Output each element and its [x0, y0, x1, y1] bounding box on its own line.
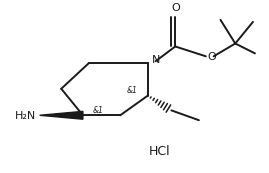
Text: HCl: HCl [149, 145, 170, 158]
Text: &1: &1 [93, 106, 104, 115]
Text: O: O [208, 52, 217, 62]
Text: O: O [171, 3, 180, 13]
Text: H₂N: H₂N [15, 111, 36, 121]
Text: N: N [152, 55, 160, 65]
Polygon shape [40, 111, 83, 119]
Text: &1: &1 [127, 86, 138, 95]
